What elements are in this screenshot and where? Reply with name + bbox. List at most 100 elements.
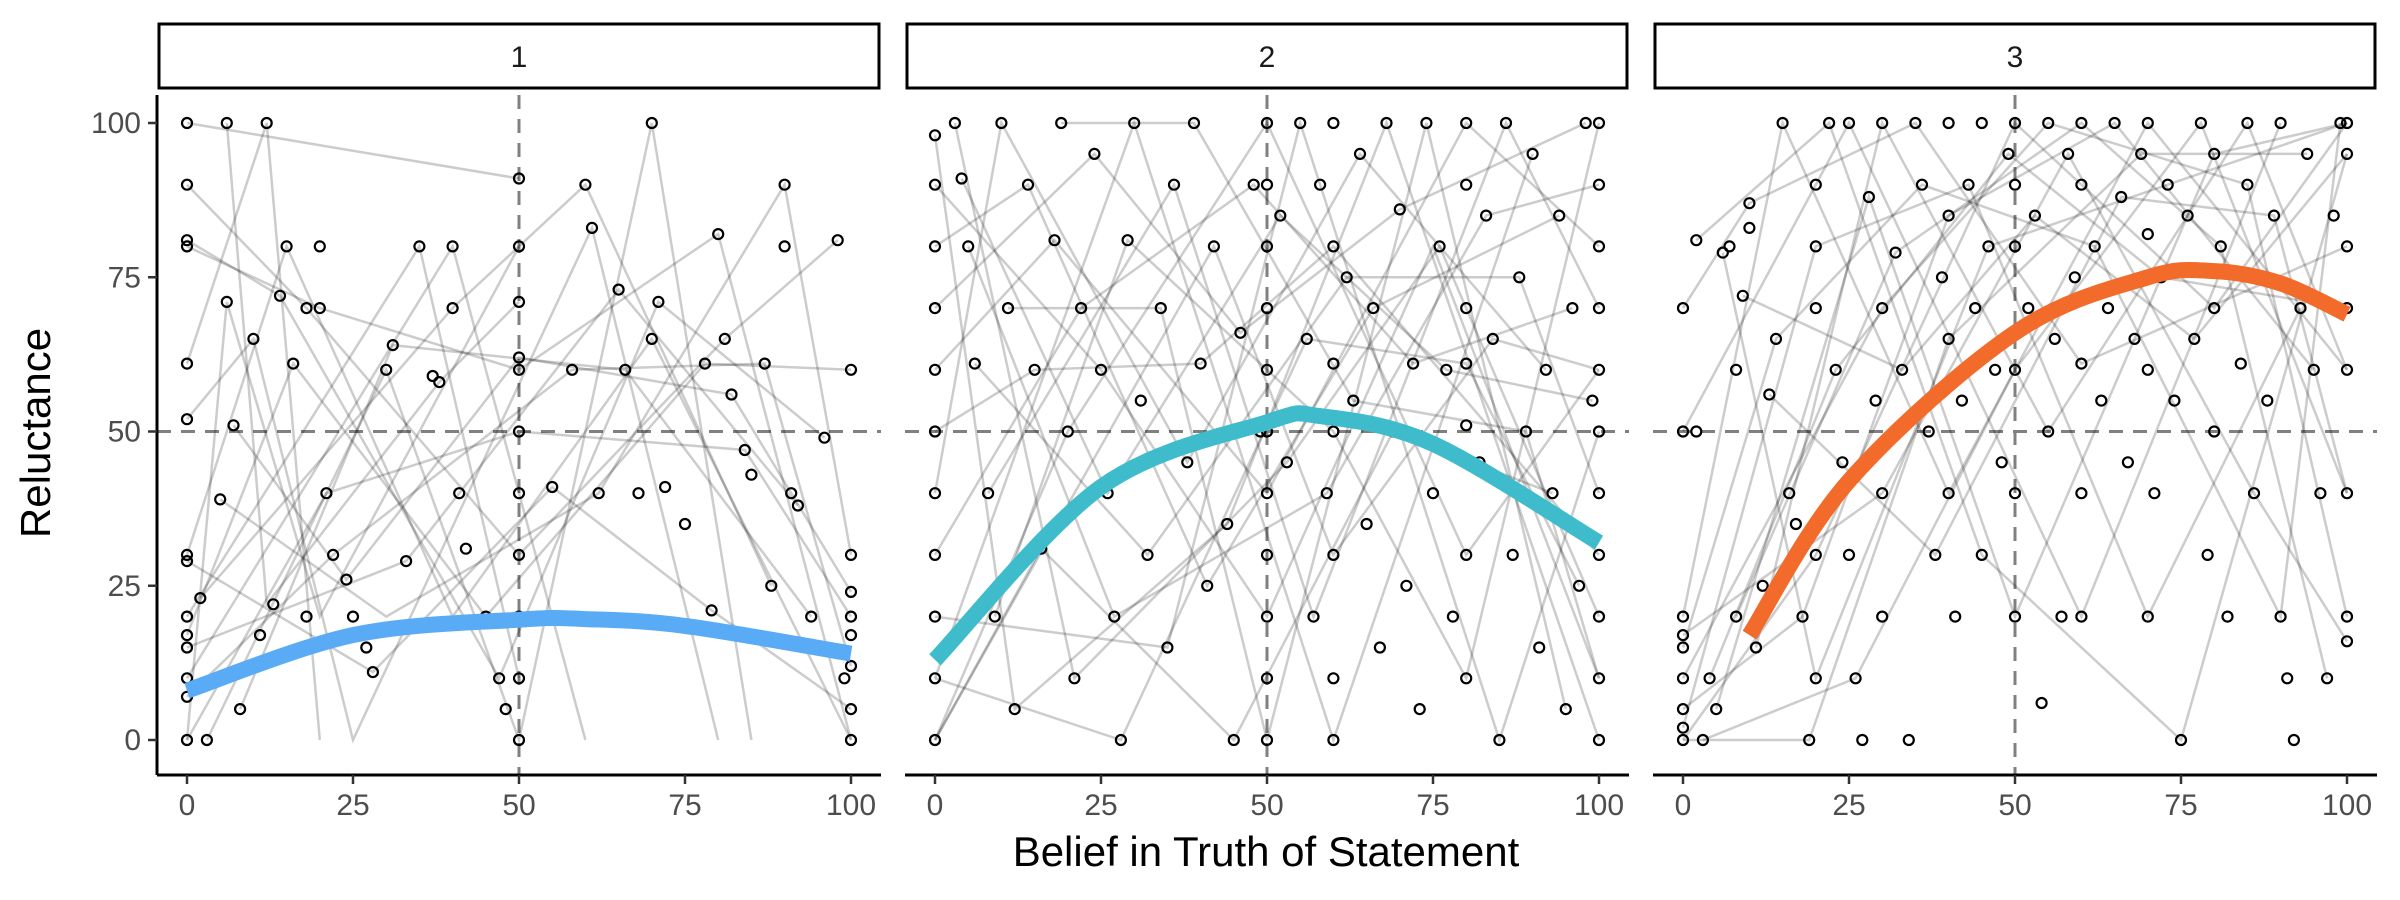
data-point	[1703, 672, 1716, 685]
data-point	[1021, 178, 1035, 191]
data-point	[1942, 116, 1955, 130]
data-point	[200, 733, 213, 747]
data-point	[1592, 178, 1606, 191]
data-point	[1710, 702, 1723, 716]
data-point	[180, 548, 194, 562]
data-point	[1108, 610, 1121, 623]
data-point	[2075, 178, 2088, 191]
data-point	[1849, 672, 1862, 685]
x-tick-label: 0	[179, 789, 196, 822]
trajectory-line	[186, 121, 520, 180]
x-tick-label: 50	[1250, 789, 1283, 822]
data-point	[2241, 178, 2254, 191]
trajectory-line	[199, 182, 773, 599]
panel-1: 1 0 25 50 75 100 0 25 50 75 100	[91, 22, 881, 822]
data-point	[1676, 721, 1690, 734]
y-axis-title: Reluctance	[12, 328, 59, 538]
data-point	[1260, 610, 1274, 623]
trajectory-line	[186, 239, 826, 682]
data-point	[1586, 394, 1599, 407]
data-point	[1460, 548, 1473, 562]
data-point	[2208, 425, 2221, 438]
data-point	[1729, 363, 1743, 376]
data-point	[1094, 363, 1108, 376]
data-point	[459, 542, 472, 555]
data-point	[1592, 240, 1606, 253]
data-point	[2194, 116, 2207, 130]
data-point	[838, 672, 851, 685]
trajectory-line	[186, 183, 839, 557]
trajectory-line	[205, 122, 753, 745]
data-point	[1969, 302, 1982, 315]
data-point	[785, 487, 798, 500]
data-point	[1929, 548, 1942, 562]
data-point	[1167, 178, 1181, 191]
trajectory-line	[933, 243, 1600, 741]
trajectory-line	[1681, 120, 2349, 741]
data-point	[565, 363, 579, 376]
data-point	[1783, 487, 1796, 500]
data-point	[1842, 548, 1856, 562]
data-point	[962, 240, 975, 253]
data-point	[1809, 672, 1822, 685]
data-point	[1696, 733, 1710, 747]
data-point	[1566, 302, 1579, 315]
data-point	[2221, 610, 2234, 623]
data-point	[2294, 302, 2307, 315]
data-point	[1426, 487, 1440, 500]
trajectory-line	[953, 122, 1601, 681]
data-point	[1749, 641, 1763, 654]
y-tick-label: 25	[108, 570, 141, 603]
data-point	[2208, 302, 2221, 315]
data-point	[981, 487, 995, 500]
trajectory-line	[1682, 151, 2349, 642]
data-point	[2035, 696, 2048, 710]
data-point	[2281, 672, 2294, 685]
data-point	[214, 493, 227, 506]
data-point	[1307, 610, 1320, 623]
data-point	[2174, 733, 2188, 747]
data-point	[1935, 271, 1949, 284]
data-point	[2008, 178, 2022, 191]
data-point	[1201, 579, 1214, 592]
data-point	[1822, 116, 1836, 130]
x-tick-label: 0	[1675, 789, 1692, 822]
data-point	[928, 487, 942, 500]
data-point	[592, 487, 605, 500]
data-point	[2075, 357, 2088, 370]
data-point	[1809, 548, 1822, 562]
data-point	[1413, 702, 1426, 716]
panels-layer: 1 0 25 50 75 100 0 25 50 75 100 2 0 25 50 75 100 3 0 25 50 75…	[91, 22, 2377, 822]
data-point	[2208, 147, 2221, 160]
data-point	[220, 295, 233, 308]
trajectory-line	[934, 183, 1601, 679]
data-point	[658, 480, 672, 494]
data-point	[988, 610, 1001, 623]
data-point	[1592, 733, 1606, 747]
trajectory-line	[219, 181, 853, 619]
data-point	[220, 116, 233, 130]
data-point	[1260, 548, 1274, 562]
trajectory-line	[987, 119, 1601, 621]
trajectory-line	[934, 120, 1600, 496]
data-point	[180, 554, 194, 568]
data-point	[1842, 116, 1856, 130]
data-point	[1506, 548, 1519, 562]
data-point	[2068, 271, 2081, 284]
data-point	[247, 332, 260, 345]
data-point	[2234, 357, 2247, 370]
data-point	[2261, 394, 2274, 407]
data-point	[2008, 363, 2022, 376]
data-point	[1327, 425, 1340, 438]
data-point	[2340, 240, 2354, 253]
data-point	[2241, 116, 2254, 130]
trajectory-line	[186, 287, 799, 649]
data-point	[180, 234, 194, 247]
x-tick-label: 0	[927, 789, 944, 822]
data-point	[1533, 641, 1546, 654]
data-point	[1247, 178, 1260, 191]
data-point	[1716, 246, 1729, 259]
data-point	[1895, 363, 1909, 376]
data-point	[765, 579, 778, 592]
data-point	[1592, 116, 1606, 130]
